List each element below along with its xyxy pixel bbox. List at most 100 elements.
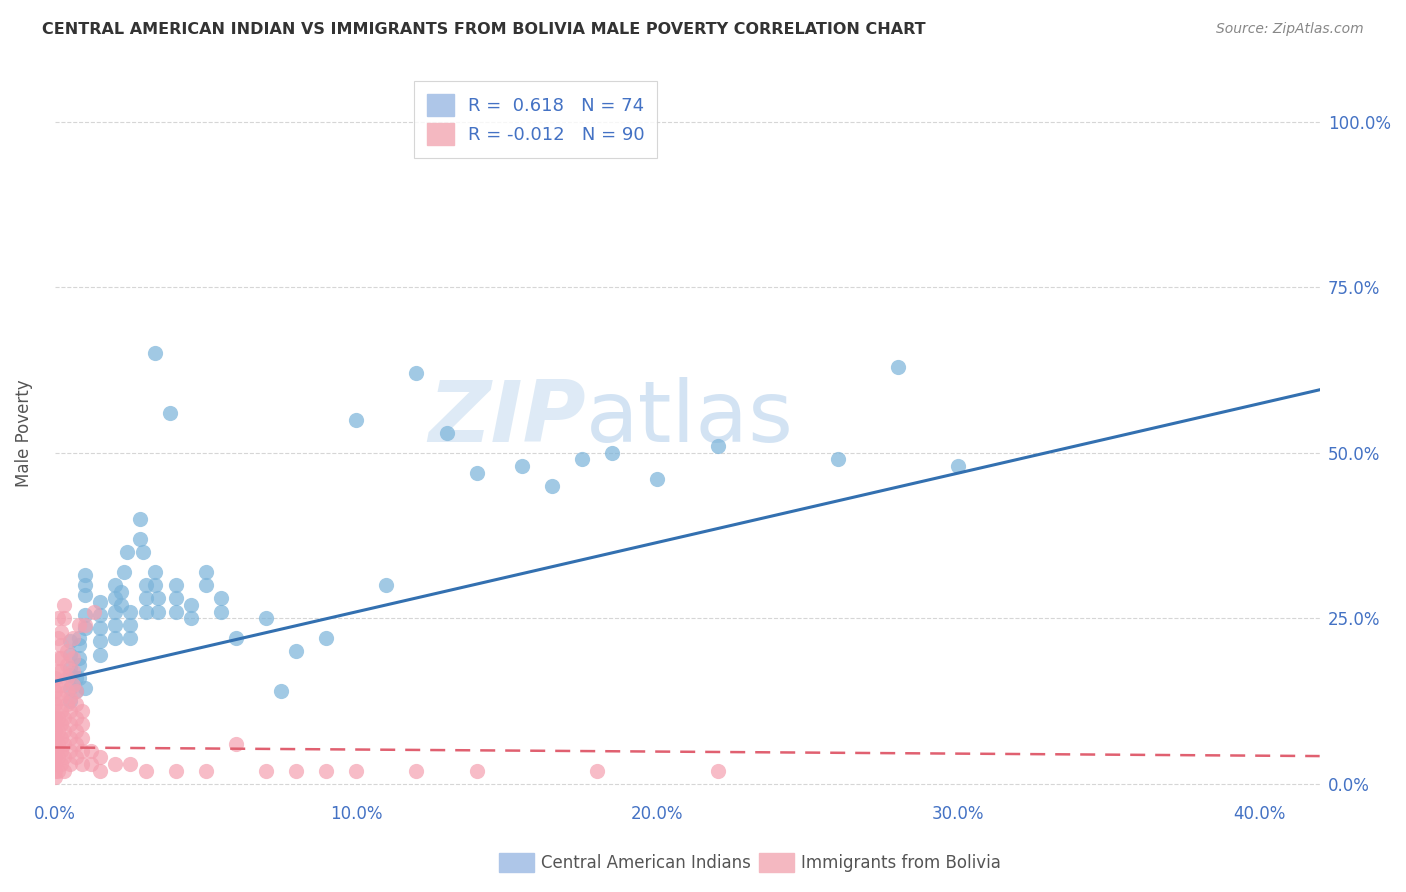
Point: [56, 671, 79, 685]
Point: [46, 665, 69, 679]
Point: [59, 661, 82, 675]
Point: [128, 532, 150, 546]
Point: [104, 591, 127, 606]
Point: [948, 458, 970, 473]
Point: [59, 717, 82, 731]
Point: [67, 618, 90, 632]
Point: [135, 764, 157, 778]
Point: [110, 598, 132, 612]
Point: [104, 618, 127, 632]
Point: [59, 634, 82, 648]
Point: [135, 578, 157, 592]
Point: [44, 711, 66, 725]
Point: [65, 737, 87, 751]
Point: [143, 578, 166, 592]
Point: [51, 665, 73, 679]
Point: [75, 618, 97, 632]
Point: [510, 458, 533, 473]
Point: [72, 757, 94, 772]
Text: Source: ZipAtlas.com: Source: ZipAtlas.com: [1216, 22, 1364, 37]
Point: [600, 446, 623, 460]
Point: [53, 723, 76, 738]
Point: [465, 764, 488, 778]
Point: [62, 651, 84, 665]
Point: [647, 472, 669, 486]
Point: [89, 648, 111, 662]
Point: [120, 618, 142, 632]
Y-axis label: Male Poverty: Male Poverty: [15, 379, 32, 487]
Point: [44, 737, 66, 751]
Text: ZIP: ZIP: [429, 376, 586, 459]
Point: [135, 591, 157, 606]
Point: [67, 631, 90, 645]
Point: [51, 690, 73, 705]
Point: [72, 744, 94, 758]
Point: [67, 651, 90, 665]
Point: [59, 694, 82, 708]
Point: [75, 578, 97, 592]
Point: [56, 684, 79, 698]
Point: [53, 737, 76, 751]
Point: [135, 605, 157, 619]
Point: [56, 644, 79, 658]
Point: [465, 466, 488, 480]
Point: [180, 598, 202, 612]
Point: [46, 711, 69, 725]
Point: [194, 764, 217, 778]
Point: [67, 657, 90, 672]
Point: [104, 578, 127, 592]
Point: [120, 605, 142, 619]
Point: [89, 750, 111, 764]
Point: [67, 671, 90, 685]
Point: [65, 698, 87, 712]
Point: [75, 588, 97, 602]
Point: [59, 757, 82, 772]
Point: [120, 631, 142, 645]
Point: [75, 681, 97, 695]
Point: [44, 757, 66, 772]
Point: [72, 704, 94, 718]
Point: [46, 631, 69, 645]
Point: [375, 578, 398, 592]
Point: [165, 591, 187, 606]
Point: [117, 545, 139, 559]
Point: [165, 764, 187, 778]
Point: [53, 750, 76, 764]
Point: [72, 717, 94, 731]
Point: [65, 711, 87, 725]
Point: [67, 638, 90, 652]
Point: [159, 406, 181, 420]
Point: [62, 631, 84, 645]
Point: [75, 621, 97, 635]
Point: [89, 764, 111, 778]
Point: [53, 764, 76, 778]
Point: [104, 757, 127, 772]
Point: [46, 737, 69, 751]
Point: [315, 764, 337, 778]
Point: [56, 698, 79, 712]
Point: [436, 425, 458, 440]
Point: [541, 479, 564, 493]
Point: [53, 598, 76, 612]
Point: [44, 698, 66, 712]
Point: [146, 605, 169, 619]
Point: [165, 605, 187, 619]
Point: [51, 651, 73, 665]
Point: [59, 690, 82, 705]
Point: [44, 731, 66, 745]
Point: [62, 677, 84, 691]
Point: [59, 667, 82, 681]
Point: [44, 690, 66, 705]
Point: [46, 723, 69, 738]
Point: [65, 750, 87, 764]
Point: [180, 611, 202, 625]
Point: [143, 565, 166, 579]
Point: [51, 677, 73, 691]
Point: [80, 744, 103, 758]
Point: [128, 512, 150, 526]
Point: [46, 611, 69, 625]
Point: [44, 704, 66, 718]
Point: [110, 584, 132, 599]
Point: [44, 744, 66, 758]
Point: [65, 684, 87, 698]
